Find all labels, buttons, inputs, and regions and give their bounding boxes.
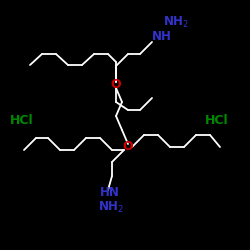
Text: NH$_2$: NH$_2$ [98, 200, 124, 214]
Text: HN: HN [100, 186, 120, 198]
Text: HCl: HCl [205, 114, 229, 126]
Text: O: O [111, 78, 121, 92]
Text: NH$_2$: NH$_2$ [163, 14, 189, 30]
Text: O: O [123, 140, 133, 153]
Text: NH: NH [152, 30, 172, 44]
Text: HCl: HCl [10, 114, 34, 126]
